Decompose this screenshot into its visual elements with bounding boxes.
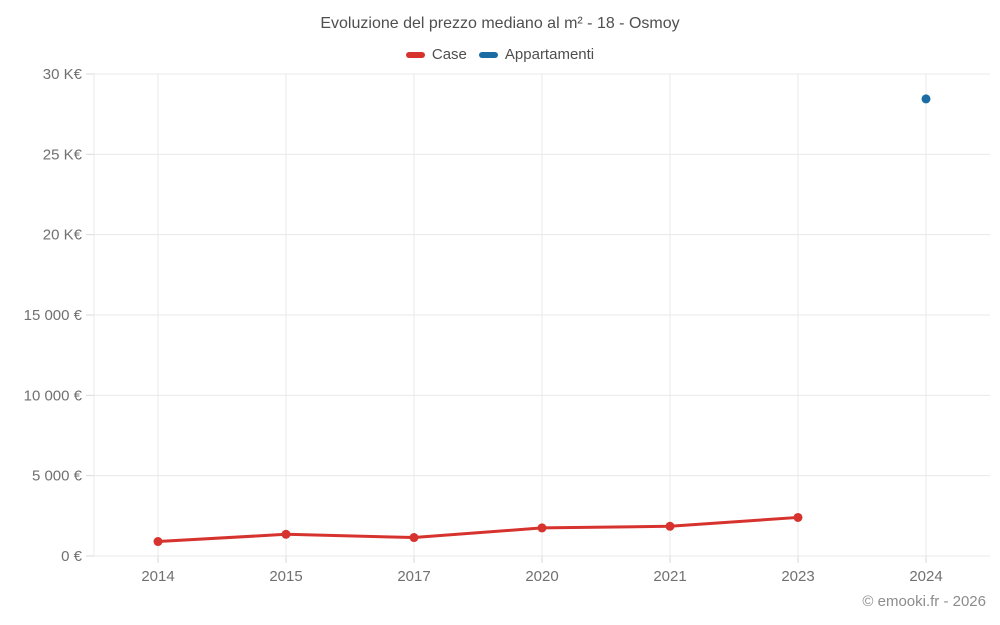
y-axis-label: 30 K€ [43,66,83,83]
x-axis-label: 2020 [525,568,558,585]
appartamenti-swatch-icon [478,51,498,58]
x-axis-label: 2017 [397,568,430,585]
legend-item-case[interactable]: Case [405,46,467,63]
y-axis-label: 5 000 € [32,468,83,485]
data-point-case[interactable] [281,529,291,539]
data-point-appartamenti[interactable] [921,94,931,104]
data-point-case[interactable] [153,537,163,547]
chart-title: Evoluzione del prezzo mediano al m² - 18… [320,15,680,32]
legend-label-appartamenti: Appartamenti [504,46,595,63]
legend-label-case: Case [431,46,467,63]
legend-item-appartamenti[interactable]: Appartamenti [478,46,595,63]
series-line-case [156,515,800,544]
case-swatch-icon [405,51,425,58]
data-point-case[interactable] [409,533,419,543]
x-axis-label: 2021 [653,568,686,585]
x-axis-label: 2014 [141,568,174,585]
x-axis-label: 2023 [781,568,814,585]
copyright: © emooki.fr - 2026 [862,593,986,610]
y-axis-label: 10 000 € [24,387,83,404]
legend: Case Appartamenti [0,46,1000,63]
y-axis-label: 15 000 € [24,307,83,324]
y-axis-label: 0 € [61,548,83,565]
y-axis-label: 25 K€ [43,146,83,163]
x-axis-label: 2024 [909,568,942,585]
data-point-case[interactable] [665,521,675,531]
y-axis-label: 20 K€ [43,227,83,244]
data-point-case[interactable] [537,523,547,533]
x-axis-label: 2015 [269,568,302,585]
data-point-case[interactable] [793,512,803,522]
